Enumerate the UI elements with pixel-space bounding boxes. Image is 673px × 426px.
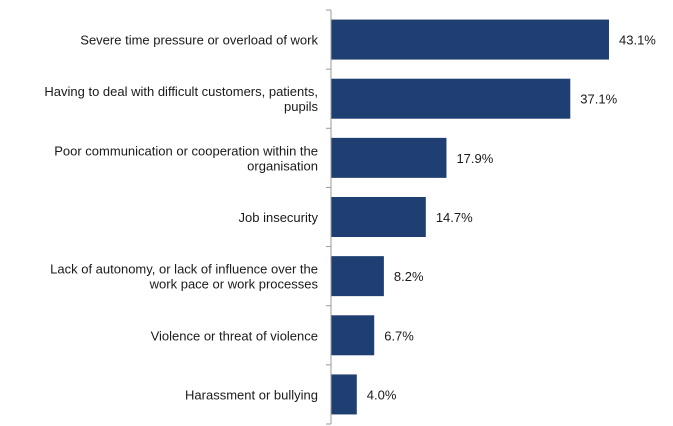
category-axis [326,9,332,425]
bar-6 [331,374,357,415]
category-label-line: work pace or work processes [149,277,319,292]
bar-3 [331,197,426,237]
category-label-2: Poor communication or cooperation within… [54,143,318,173]
category-label-line: Lack of autonomy, or lack of influence o… [50,262,318,277]
category-label-6: Harassment or bullying [185,387,318,402]
value-label-2: 17.9% [456,151,493,166]
category-label-line: Violence or threat of violence [151,328,318,343]
category-label-3: Job insecurity [239,210,319,225]
category-label-line: Severe time pressure or overload of work [80,33,318,48]
value-label-4: 8.2% [394,269,424,284]
category-labels: Severe time pressure or overload of work… [44,33,318,403]
value-label-0: 43.1% [619,33,656,48]
bar-5 [331,315,375,356]
value-labels: 43.1% 37.1% 17.9% 14.7% 8.2% 6.7% 4.0% [367,33,657,403]
bars [331,19,609,415]
category-label-line: Having to deal with difficult customers,… [44,84,318,99]
category-label-line: pupils [284,99,318,114]
bar-1 [331,78,571,119]
category-label-1: Having to deal with difficult customers,… [44,84,318,114]
category-label-line: Job insecurity [239,210,319,225]
category-label-5: Violence or threat of violence [151,328,318,343]
bar-4 [331,256,384,297]
category-label-4: Lack of autonomy, or lack of influence o… [50,262,318,292]
bar-0 [331,19,609,60]
value-label-5: 6.7% [384,328,414,343]
bar-2 [331,137,447,178]
value-label-3: 14.7% [436,210,473,225]
category-label-line: Poor communication or cooperation within… [54,143,318,158]
value-label-6: 4.0% [367,387,397,402]
value-label-1: 37.1% [580,92,617,107]
category-label-line: organisation [247,158,318,173]
category-label-line: Harassment or bullying [185,387,318,402]
category-label-0: Severe time pressure or overload of work [80,33,318,48]
